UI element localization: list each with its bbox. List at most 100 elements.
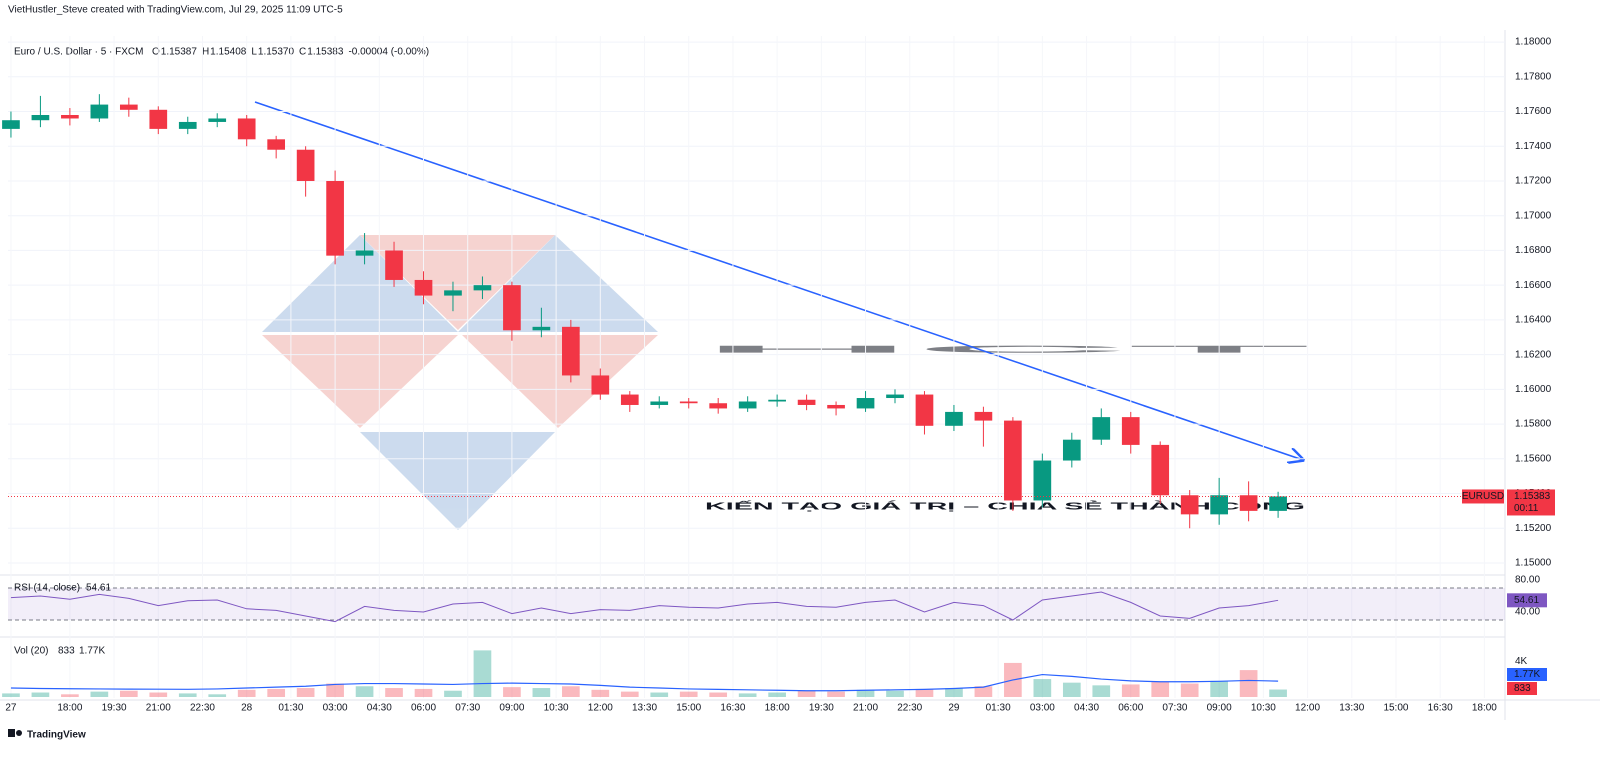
- volume-bar: [827, 691, 845, 697]
- volume-name: Vol (20): [14, 646, 48, 657]
- volume-bar: [1239, 670, 1258, 697]
- x-tick-label: 18:00: [1472, 703, 1497, 714]
- x-tick-label: 10:30: [1251, 703, 1276, 714]
- candle-body: [473, 285, 492, 291]
- x-tick-label: 12:00: [1295, 703, 1320, 714]
- candle-body: [1239, 495, 1258, 511]
- volume-bar: [974, 686, 993, 697]
- x-tick-label: 07:30: [455, 703, 480, 714]
- volume-bar: [650, 692, 669, 697]
- volume-bar: [355, 686, 374, 697]
- candle-body: [90, 104, 109, 119]
- candle-body: [856, 398, 875, 409]
- volume-ma-legend-value: 1.77K: [79, 646, 105, 657]
- rsi-legend-value: 54.61: [86, 583, 111, 594]
- rsi-tick-label: 80.00: [1515, 575, 1540, 586]
- volume-bar: [208, 694, 227, 697]
- volume-bar: [149, 692, 168, 697]
- rsi-line: [10, 591, 1279, 623]
- candle-body: [974, 411, 993, 421]
- candle-body: [915, 394, 934, 426]
- candle-body: [620, 394, 639, 405]
- x-tick-label: 07:30: [1162, 703, 1187, 714]
- candle-body: [1033, 460, 1052, 501]
- legend-label: H: [202, 47, 209, 58]
- volume-bar: [1062, 682, 1081, 697]
- candle-body: [296, 149, 315, 181]
- x-tick-label: 15:00: [1383, 703, 1408, 714]
- watermark-tagline: KIẾN TẠO GIÁ TRỊ – CHIA SẺ THÀNH CÔNG: [705, 500, 1306, 513]
- candle-body: [355, 250, 374, 256]
- candle-body: [1210, 495, 1228, 515]
- rsi-badge-label: 54.61: [1514, 595, 1539, 606]
- volume-bar: [473, 650, 492, 697]
- volume-bar: [1151, 681, 1170, 697]
- candle-body: [650, 401, 669, 405]
- candle-body: [414, 279, 433, 296]
- candle-body: [679, 401, 698, 404]
- footer: TradingView: [27, 730, 86, 741]
- x-tick-label: 04:30: [367, 703, 392, 714]
- attribution: VietHustler_Steve created with TradingVi…: [8, 5, 343, 16]
- candle-body: [503, 285, 521, 331]
- rsi-badge: [1507, 593, 1547, 608]
- x-tick-label: 06:00: [411, 703, 436, 714]
- y-tick-label: 1.16600: [1515, 280, 1552, 291]
- volume-bar: [620, 691, 639, 697]
- volume-bar: [768, 692, 786, 697]
- candle-body: [149, 109, 168, 129]
- volume-bar: [237, 689, 256, 697]
- y-tick-label: 1.16800: [1515, 245, 1552, 256]
- candle-body: [267, 139, 286, 150]
- volume-bar: [886, 690, 904, 697]
- volume-bar: [679, 691, 698, 697]
- x-tick-label: 18:00: [57, 703, 82, 714]
- x-tick-label: 13:30: [1339, 703, 1364, 714]
- volume-bar: [2, 693, 20, 697]
- candle-body: [208, 118, 227, 122]
- volume-ma-badge-label: 1.77K: [1514, 669, 1540, 680]
- y-tick-label: 1.17000: [1515, 210, 1552, 221]
- ohlc-legend: O 1.15387 H 1.15408 L 1.15370 C 1.15383 -0.00004…: [152, 47, 429, 58]
- candle-body: [1062, 439, 1081, 461]
- x-tick-label: 03:00: [323, 703, 348, 714]
- countdown-label: 00:11: [1514, 503, 1539, 514]
- volume-bar: [503, 687, 521, 697]
- legend-value: 1.15408: [210, 47, 247, 58]
- legend-label: C: [299, 47, 306, 58]
- candle-body: [1121, 417, 1140, 445]
- volume-bar: [738, 693, 757, 697]
- candle-body: [1092, 417, 1111, 440]
- y-tick-label: 1.16200: [1515, 349, 1552, 360]
- volume-bar: [562, 686, 580, 697]
- x-tick-label: 01:30: [986, 703, 1011, 714]
- candle-body: [326, 180, 344, 256]
- volume-bar: [591, 689, 610, 697]
- chart-title: Euro / U.S. Dollar · 5 · FXCM: [14, 47, 143, 58]
- x-tick-label: 16:30: [720, 703, 745, 714]
- volume-bar: [1180, 683, 1199, 697]
- volume-bar: [385, 688, 403, 697]
- volume-legend-value: 833: [58, 646, 75, 657]
- candle-body: [1151, 444, 1170, 496]
- x-tick-label: 22:30: [897, 703, 922, 714]
- x-tick-label: 29: [948, 703, 960, 714]
- x-tick-label: 03:00: [1030, 703, 1055, 714]
- y-tick-label: 1.15200: [1515, 523, 1552, 534]
- volume-badge: [1507, 682, 1537, 695]
- x-tick-label: 28: [241, 703, 253, 714]
- candle-body: [738, 401, 757, 409]
- price-label: 1.15383: [1514, 491, 1551, 502]
- volume-bar: [178, 693, 197, 697]
- volume-badge-label: 833: [1514, 683, 1531, 694]
- volume-bar: [61, 694, 79, 697]
- y-tick-label: 1.17400: [1515, 141, 1552, 152]
- candle-body: [532, 326, 551, 331]
- candle-body: [709, 403, 728, 409]
- candle-body: [2, 120, 20, 129]
- legend-label: L: [251, 47, 257, 58]
- candle-body: [768, 399, 786, 402]
- legend-value: 1.15383: [307, 47, 344, 58]
